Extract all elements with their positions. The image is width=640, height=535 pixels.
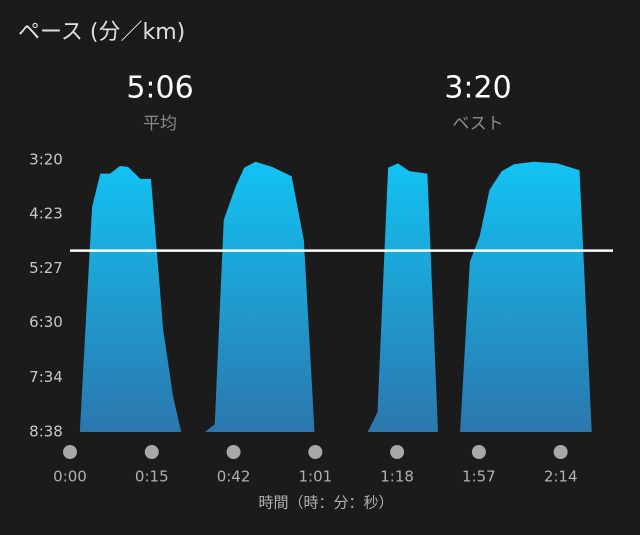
x-axis-title: 時間（時：分：秒）	[258, 494, 393, 512]
x-tick-mark	[63, 445, 77, 459]
x-tick-mark	[144, 445, 159, 459]
x-tick-label: 0:00	[53, 468, 87, 486]
x-tick-label: 1:57	[462, 468, 496, 486]
x-tick-mark	[308, 445, 323, 459]
average-caption: 平均	[143, 114, 177, 134]
x-tick-label: 1:18	[380, 468, 414, 486]
y-tick-label: 8:38	[29, 423, 63, 441]
best-value: 3:20	[444, 71, 511, 106]
x-tick-mark	[553, 445, 568, 459]
chart-title: ペース (分／km)	[18, 20, 185, 45]
y-tick-label: 5:27	[29, 259, 63, 277]
x-tick-mark	[471, 445, 486, 459]
y-tick-label: 3:20	[29, 151, 63, 169]
x-tick-mark	[390, 445, 405, 459]
y-tick-label: 7:34	[29, 368, 63, 386]
x-tick-label: 0:15	[135, 468, 169, 486]
x-tick-label: 0:42	[217, 468, 251, 486]
x-tick-label: 2:14	[544, 468, 578, 486]
pace-area	[79, 161, 592, 432]
y-tick-label: 6:30	[29, 313, 63, 331]
best-caption: ベスト	[452, 114, 503, 134]
y-tick-label: 4:23	[29, 204, 63, 222]
x-tick-mark	[226, 445, 241, 459]
x-tick-label: 1:01	[298, 468, 332, 486]
average-value: 5:06	[126, 71, 193, 106]
